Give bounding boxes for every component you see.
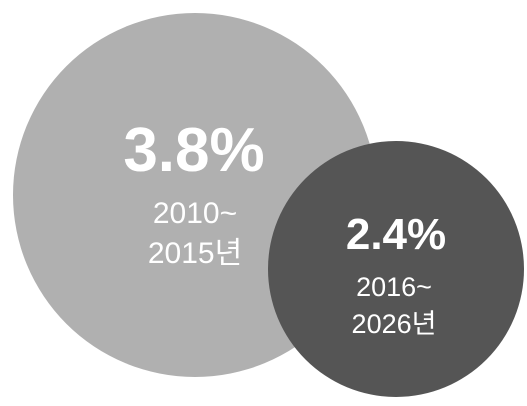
period-start-2010-2015: 2010~ bbox=[153, 197, 237, 230]
period-start-2016-2026: 2016~ bbox=[356, 272, 432, 302]
header-text-left bbox=[0, 0, 330, 22]
value-label-2016-2026: 2.4% bbox=[346, 210, 446, 259]
period-end-2016-2026: 2026년 bbox=[352, 309, 437, 339]
header-text-right bbox=[330, 0, 527, 22]
value-label-2010-2015: 3.8% bbox=[123, 116, 264, 185]
period-end-2010-2015: 2015년 bbox=[148, 237, 242, 270]
bubble-2016-2026 bbox=[268, 141, 524, 397]
